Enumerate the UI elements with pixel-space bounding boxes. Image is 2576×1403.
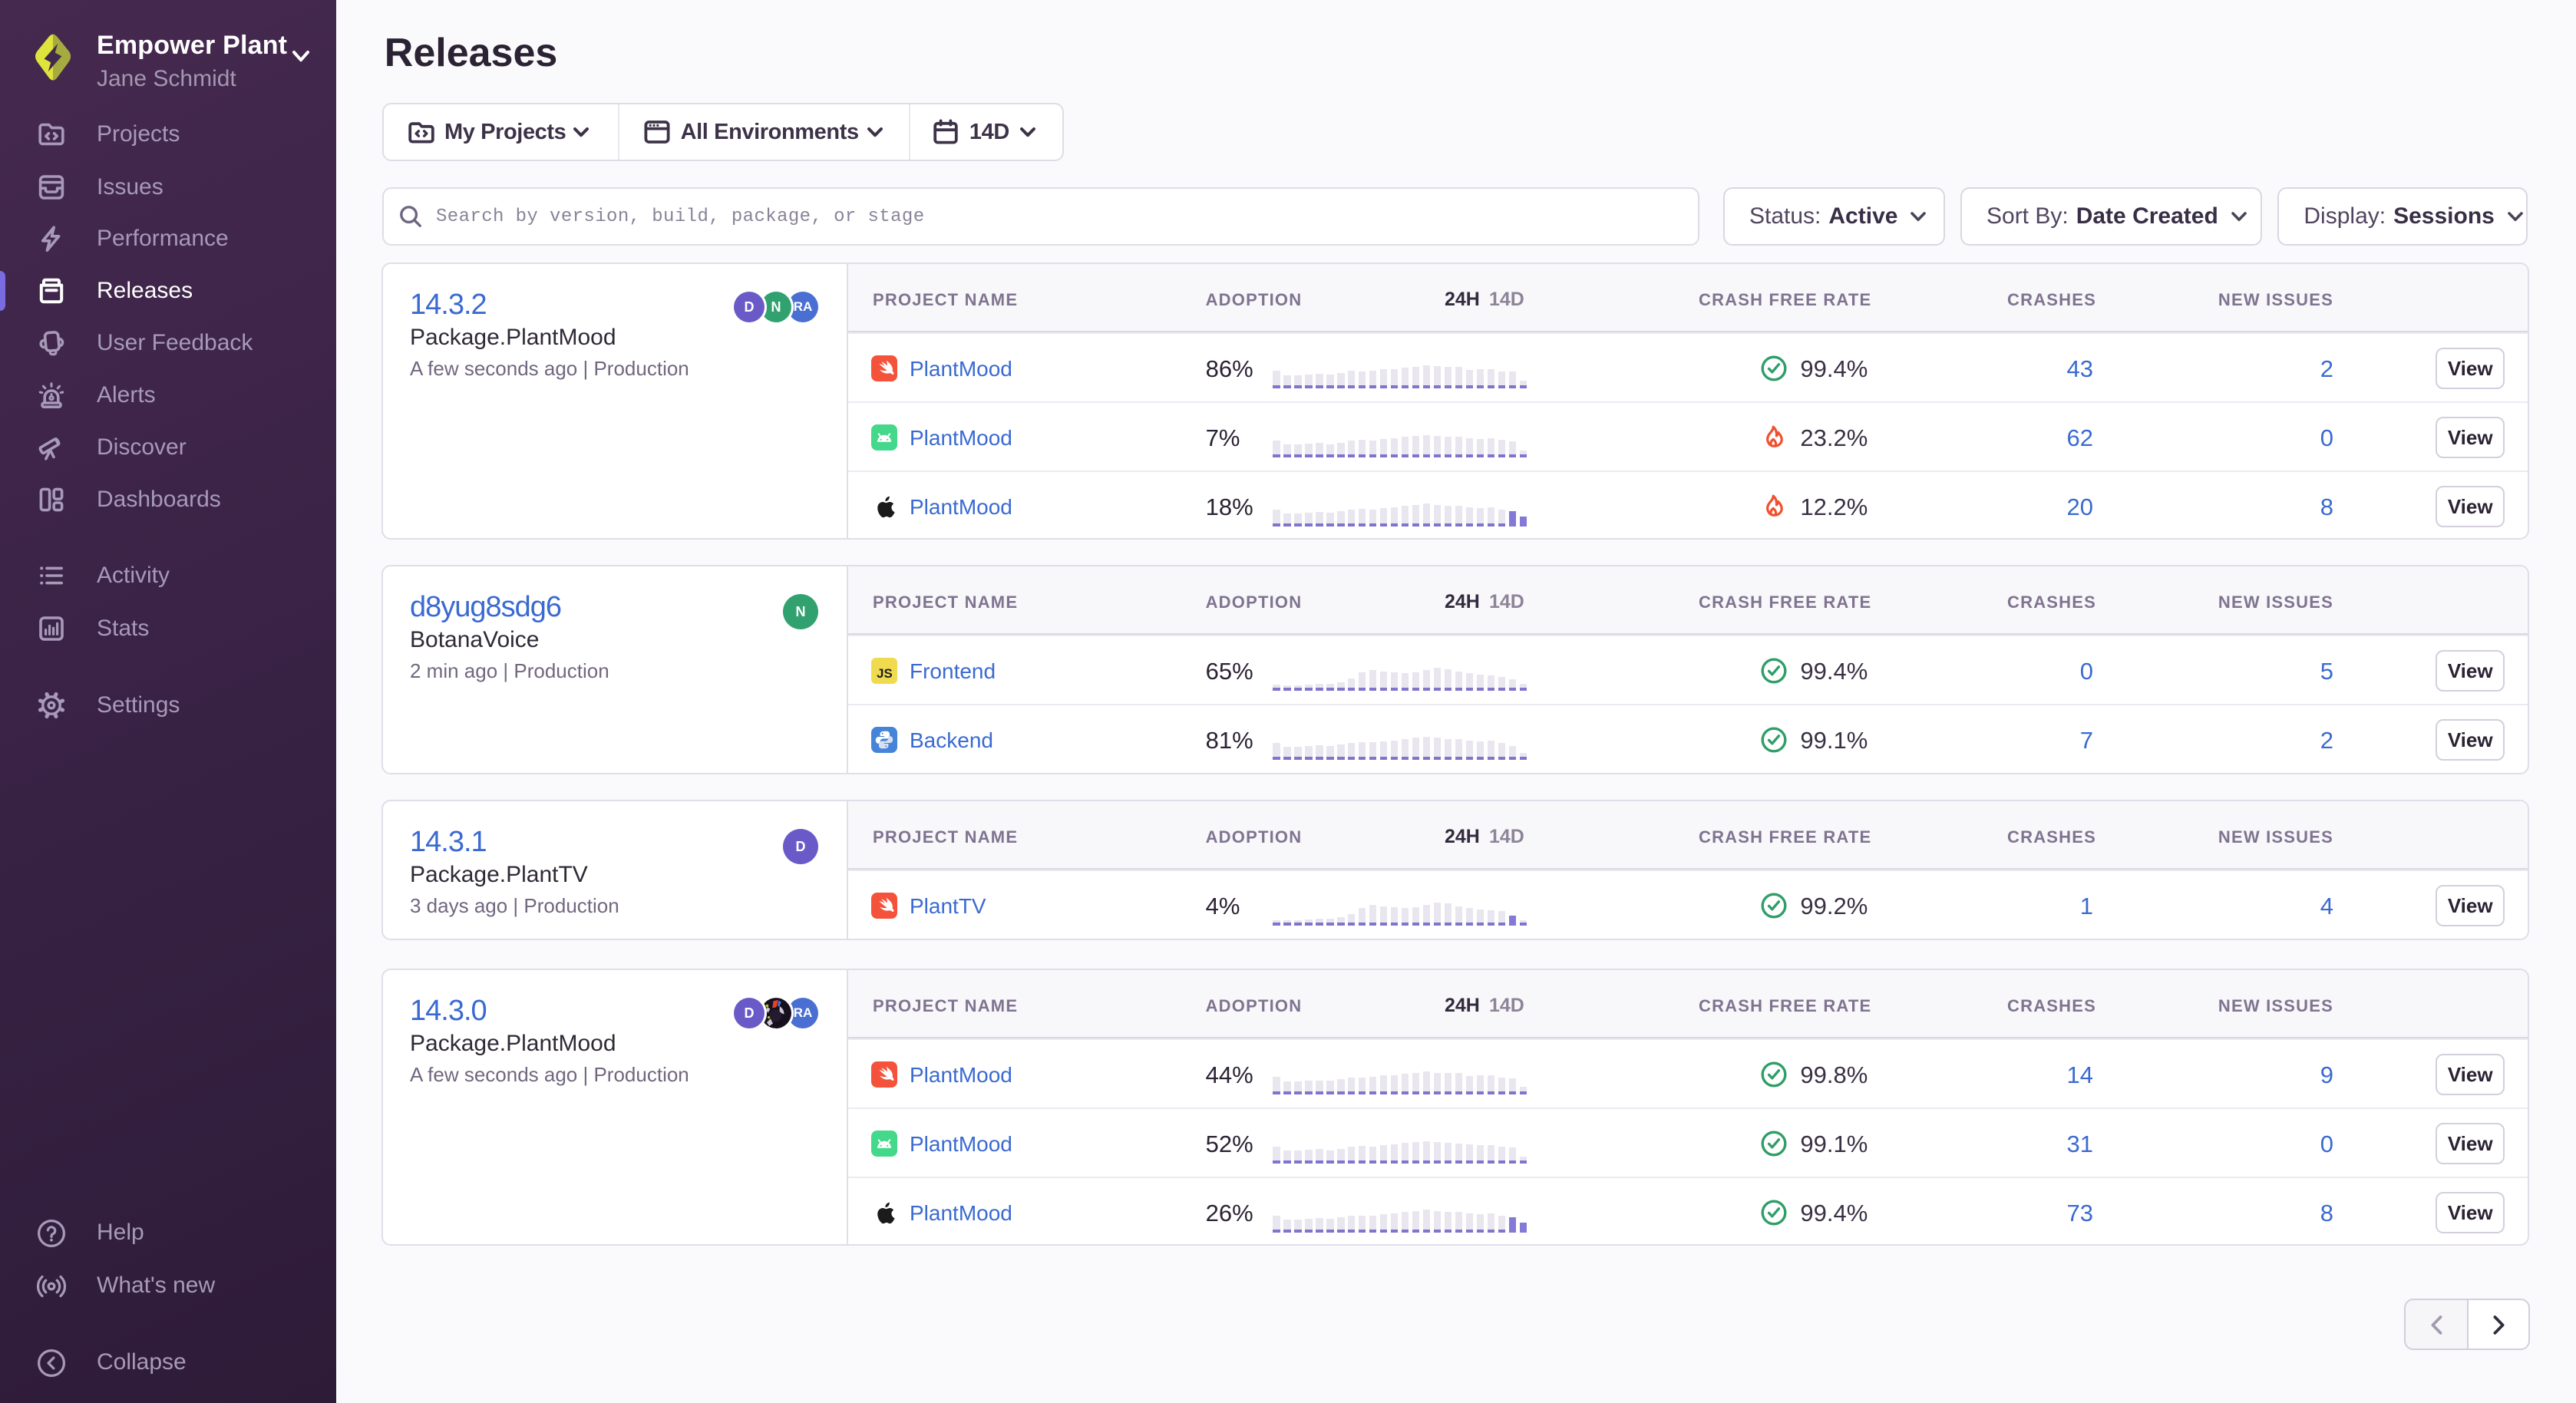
svg-text:JS: JS [877, 666, 893, 681]
